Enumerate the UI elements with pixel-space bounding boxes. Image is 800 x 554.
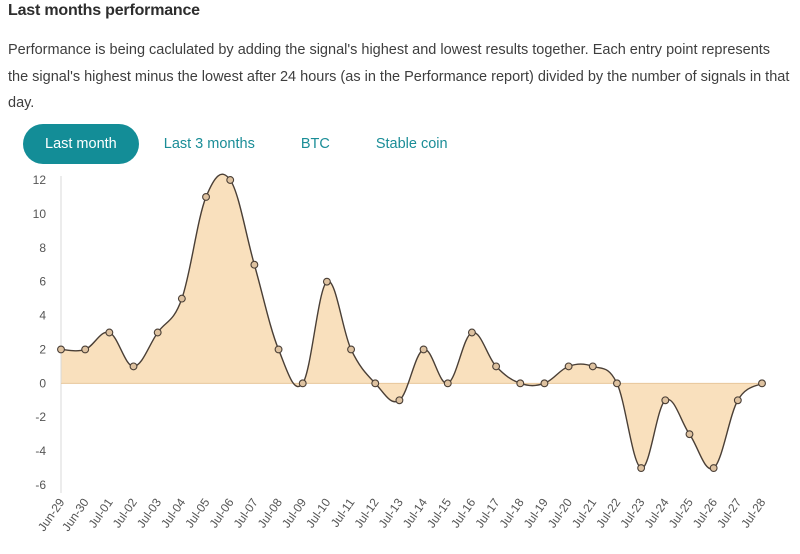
data-point[interactable] xyxy=(467,328,476,337)
tab-stable-coin[interactable]: Stable coin xyxy=(375,136,448,152)
data-point[interactable] xyxy=(202,192,210,201)
data-point[interactable] xyxy=(347,345,356,354)
y-tick-label: 0 xyxy=(39,376,46,390)
x-tick-label: Jul-15 xyxy=(424,495,454,530)
x-tick-label: Jul-14 xyxy=(400,495,430,530)
x-tick-label: Jul-06 xyxy=(206,495,236,530)
x-tick-label: Jul-01 xyxy=(86,495,116,530)
data-point[interactable] xyxy=(153,328,162,337)
series-area xyxy=(61,174,762,469)
y-tick-label: 4 xyxy=(39,309,46,323)
data-point[interactable] xyxy=(226,176,235,184)
data-point[interactable] xyxy=(564,362,573,371)
x-ticks: Jun-29Jun-30Jul-01Jul-02Jul-03Jul-04Jul-… xyxy=(35,495,769,533)
data-point[interactable] xyxy=(613,379,621,388)
y-tick-label: 12 xyxy=(33,173,47,187)
area-layer xyxy=(61,174,762,469)
x-tick-label: Jul-23 xyxy=(617,495,647,530)
data-point[interactable] xyxy=(419,345,428,354)
data-point[interactable] xyxy=(395,396,404,405)
data-point[interactable] xyxy=(540,379,549,388)
x-tick-label: Jul-28 xyxy=(738,495,768,530)
x-tick-label: Jul-16 xyxy=(448,495,478,530)
data-point[interactable] xyxy=(516,379,525,388)
performance-chart: 12 10 8 6 4 2 0 -2 -4 -6 Jun-29Jun-30Jul-01Jul-02… xyxy=(33,173,769,534)
x-tick-label: Jul-27 xyxy=(714,495,744,530)
period-tabs: Last month Last 3 months BTC Stable coin xyxy=(23,124,470,164)
data-point[interactable] xyxy=(298,379,307,388)
series-line xyxy=(60,173,763,470)
data-point[interactable] xyxy=(129,362,138,371)
data-point[interactable] xyxy=(661,396,670,405)
data-point[interactable] xyxy=(105,328,114,337)
y-tick-label: -2 xyxy=(35,410,46,424)
y-tick-label: 10 xyxy=(33,207,47,221)
data-point[interactable] xyxy=(57,345,65,354)
x-tick-label: Jul-02 xyxy=(110,495,140,530)
x-tick-label: Jul-19 xyxy=(521,495,551,530)
y-tick-label: 8 xyxy=(39,241,46,255)
x-tick-label: Jul-25 xyxy=(666,495,696,530)
data-point[interactable] xyxy=(322,277,331,286)
x-tick-label: Jul-04 xyxy=(158,495,188,530)
x-tick-label: Jul-13 xyxy=(376,495,406,530)
y-tick-label: -4 xyxy=(35,444,46,458)
tab-last-3-months[interactable]: Last 3 months xyxy=(163,136,255,152)
x-tick-label: Jun-30 xyxy=(59,495,92,533)
x-tick-label: Jul-21 xyxy=(569,495,599,530)
x-tick-label: Jul-18 xyxy=(497,495,527,530)
x-tick-label: Jul-07 xyxy=(231,495,261,530)
y-tick-label: 2 xyxy=(39,342,46,356)
line-layer xyxy=(60,173,763,470)
y-tick-label: -6 xyxy=(35,478,46,492)
x-tick-label: Jul-17 xyxy=(472,495,502,530)
data-point[interactable] xyxy=(81,345,90,354)
data-point[interactable] xyxy=(685,430,694,439)
x-tick-label: Jul-09 xyxy=(279,495,309,530)
x-tick-label: Jul-20 xyxy=(545,495,575,530)
x-tick-label: Jul-26 xyxy=(690,495,720,530)
data-point[interactable] xyxy=(177,294,186,303)
data-point[interactable] xyxy=(709,464,718,473)
x-tick-label: Jul-05 xyxy=(182,495,212,530)
data-point[interactable] xyxy=(733,396,742,405)
x-tick-label: Jul-22 xyxy=(593,495,623,530)
x-tick-label: Jul-08 xyxy=(255,495,285,530)
x-tick-label: Jul-12 xyxy=(351,495,381,530)
x-tick-label: Jul-24 xyxy=(642,495,672,530)
y-ticks: 12 10 8 6 4 2 0 -2 -4 -6 xyxy=(33,173,47,492)
section-description: Performance is being caclulated by addin… xyxy=(8,42,790,111)
points-layer xyxy=(57,176,766,473)
data-point[interactable] xyxy=(637,464,646,473)
y-tick-label: 6 xyxy=(39,275,46,289)
section-title: Last months performance xyxy=(8,2,200,19)
x-tick-label: Jul-03 xyxy=(134,495,164,530)
x-tick-label: Jul-10 xyxy=(303,495,333,530)
data-point[interactable] xyxy=(492,362,501,371)
data-point[interactable] xyxy=(758,379,766,388)
data-point[interactable] xyxy=(274,345,283,354)
data-point[interactable] xyxy=(371,379,380,388)
data-point[interactable] xyxy=(443,379,452,388)
tab-btc[interactable]: BTC xyxy=(300,136,330,152)
data-point[interactable] xyxy=(588,362,597,371)
data-point[interactable] xyxy=(250,260,259,269)
tab-last-month[interactable]: Last month xyxy=(23,124,139,164)
